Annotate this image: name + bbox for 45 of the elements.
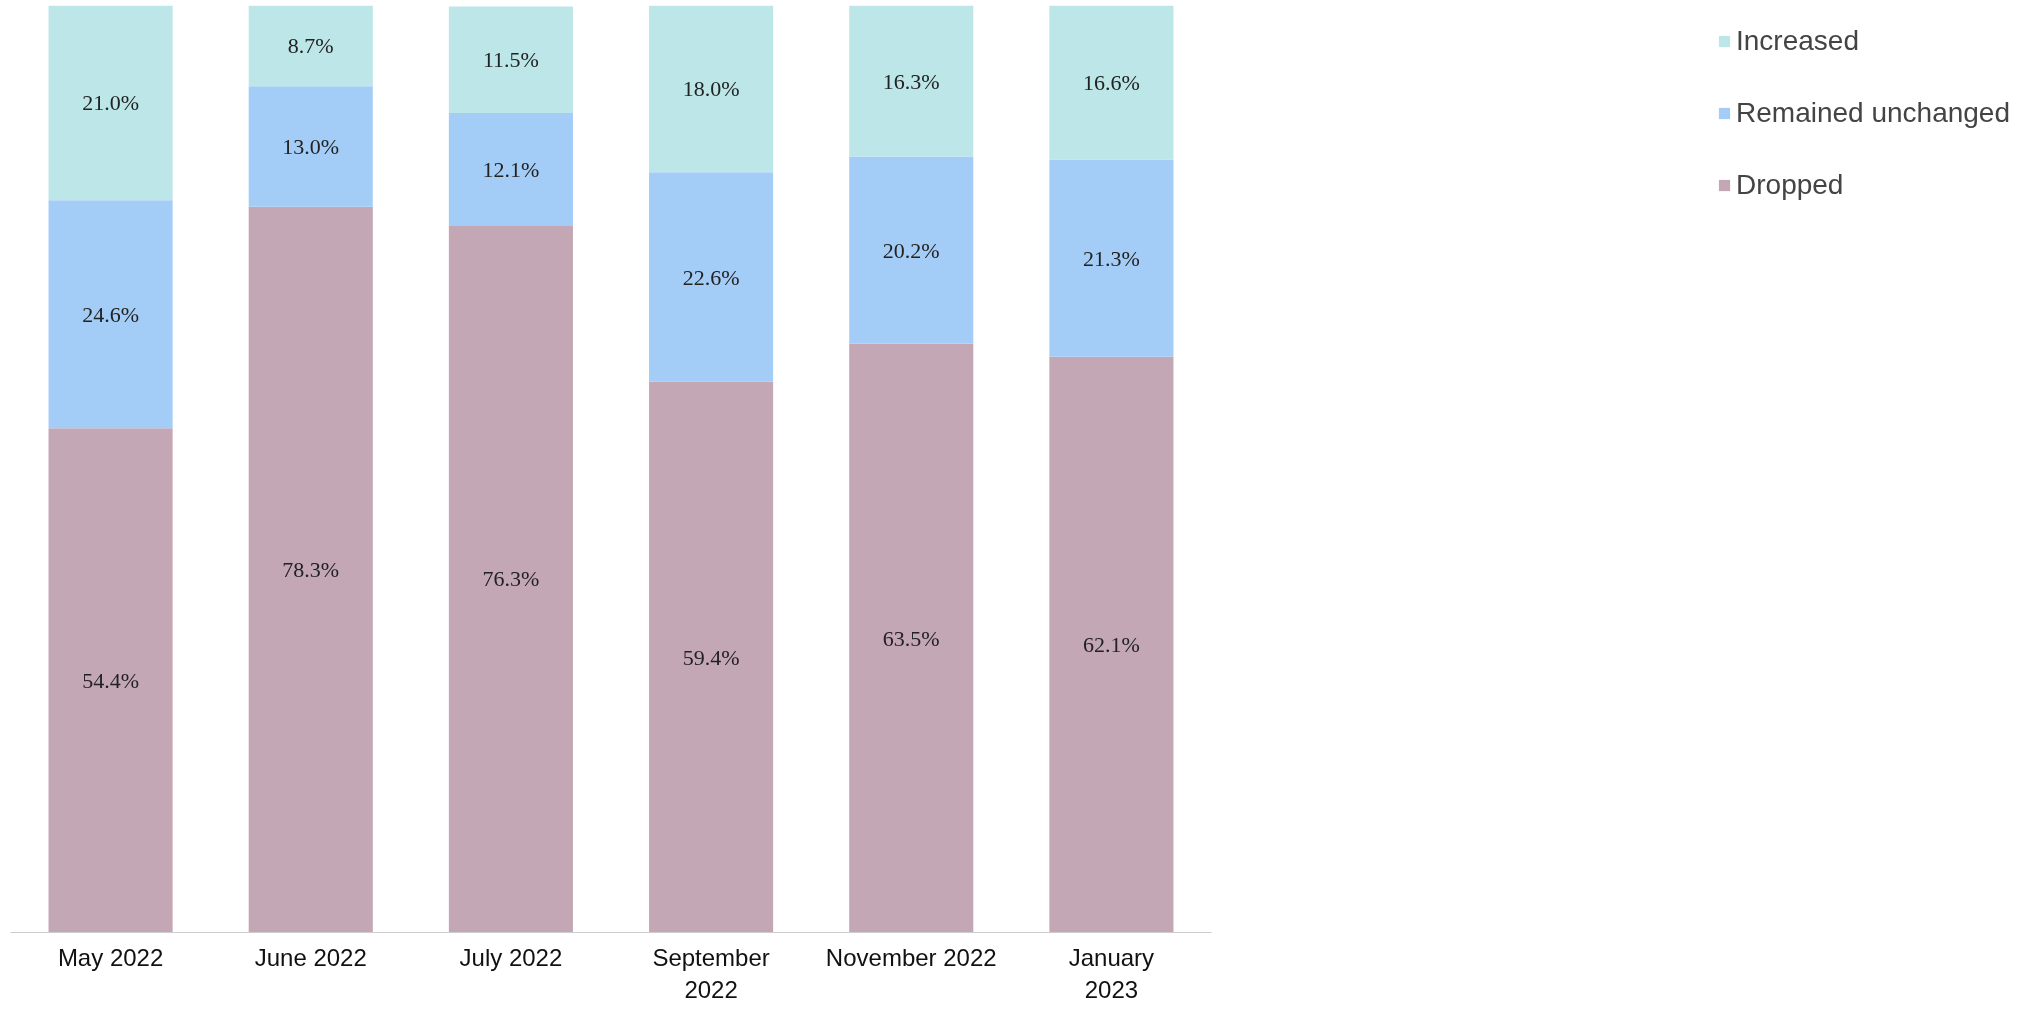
data-label: 78.3% bbox=[282, 557, 340, 583]
bar bbox=[849, 5, 974, 157]
bar bbox=[849, 343, 974, 933]
bar bbox=[248, 5, 373, 87]
x-tick-label: November 2022 bbox=[825, 943, 997, 971]
x-tick-label: September 2022 bbox=[652, 943, 770, 1003]
data-label: 20.2% bbox=[882, 237, 940, 263]
data-label: 76.3% bbox=[482, 566, 540, 592]
data-label: 8.7% bbox=[287, 33, 334, 59]
bar bbox=[1049, 356, 1174, 933]
x-tick-label: July 2022 bbox=[459, 943, 563, 971]
data-label: 62.1% bbox=[1083, 632, 1140, 658]
bar bbox=[48, 5, 173, 201]
bar bbox=[248, 86, 373, 207]
data-label: 11.5% bbox=[482, 47, 539, 73]
data-label: 13.0% bbox=[282, 133, 340, 159]
legend-label: Increased bbox=[1736, 25, 1859, 57]
data-label: 16.3% bbox=[882, 68, 940, 94]
bar bbox=[448, 225, 573, 933]
data-label: 21.3% bbox=[1083, 245, 1140, 271]
x-tick-label: January 2023 bbox=[1068, 943, 1155, 1003]
data-label: 18.0% bbox=[682, 76, 740, 102]
bar bbox=[649, 381, 774, 933]
bar bbox=[48, 428, 173, 933]
legend-label: Dropped bbox=[1736, 169, 1844, 201]
x-tick-label: June 2022 bbox=[254, 943, 367, 971]
bar bbox=[649, 172, 774, 382]
legend-label: Remained unchanged bbox=[1736, 97, 2010, 129]
data-label: 54.4% bbox=[82, 667, 139, 693]
bar bbox=[1049, 159, 1174, 357]
bar bbox=[248, 206, 373, 933]
data-label: 12.1% bbox=[482, 156, 540, 182]
data-label: 24.6% bbox=[82, 301, 139, 327]
data-label: 22.6% bbox=[682, 264, 740, 290]
data-label: 59.4% bbox=[682, 644, 740, 670]
bar bbox=[1049, 5, 1174, 160]
data-label: 63.5% bbox=[882, 625, 940, 651]
data-label: 16.6% bbox=[1083, 69, 1140, 95]
bar bbox=[649, 5, 774, 173]
data-label: 21.0% bbox=[82, 90, 139, 116]
bar bbox=[448, 6, 573, 114]
bar bbox=[48, 200, 173, 429]
bar bbox=[849, 156, 974, 344]
x-tick-label: May 2022 bbox=[57, 943, 164, 971]
bar bbox=[448, 113, 573, 226]
